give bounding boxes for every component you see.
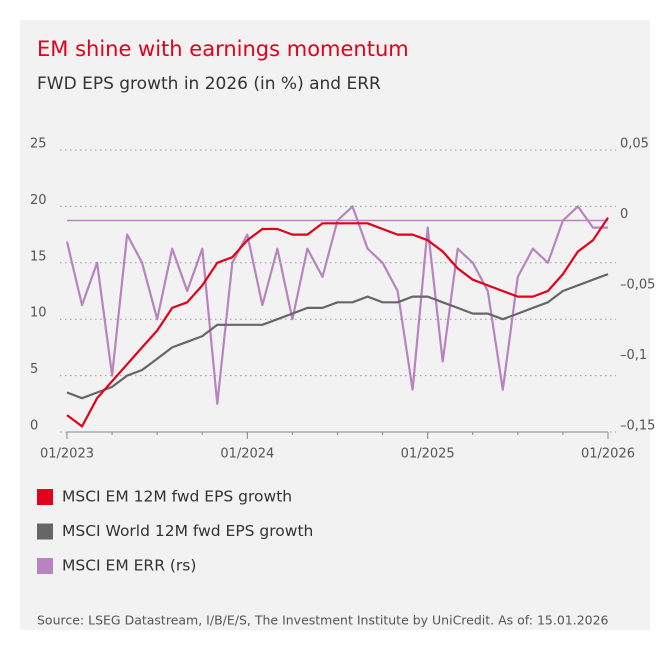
y-tick-label: 5 bbox=[30, 362, 38, 377]
legend-label: MSCI World 12M fwd EPS growth bbox=[62, 522, 313, 540]
chart-title: EM shine with earnings momentum bbox=[37, 37, 409, 61]
y-tick-label: 25 bbox=[30, 137, 47, 152]
x-tick-label: 01/2024 bbox=[220, 447, 274, 462]
series-line bbox=[66, 217, 609, 428]
y-tick-label: 15 bbox=[30, 249, 47, 264]
y2-tick-label: –0,05 bbox=[620, 278, 655, 293]
y-tick-label: 20 bbox=[30, 193, 47, 208]
y2-tick-label: 0,05 bbox=[620, 137, 649, 152]
legend-swatch bbox=[37, 523, 53, 540]
legend-swatch bbox=[37, 558, 53, 574]
y-tick-label: 10 bbox=[30, 306, 47, 321]
chart-subtitle: FWD EPS growth in 2026 (in %) and ERR bbox=[37, 74, 381, 94]
y-tick-label: 0 bbox=[30, 419, 38, 434]
legend-label: MSCI EM 12M fwd EPS growth bbox=[62, 488, 292, 506]
x-tick-label: 01/2026 bbox=[581, 447, 635, 462]
y2-tick-label: –0,1 bbox=[620, 348, 647, 363]
x-tick-label: 01/2025 bbox=[401, 447, 455, 462]
y2-tick-label: 0 bbox=[620, 207, 628, 222]
y2-tick-label: –0,15 bbox=[620, 419, 655, 434]
legend-label: MSCI EM ERR (rs) bbox=[62, 557, 196, 575]
x-tick-label: 01/2023 bbox=[40, 447, 94, 462]
legend-swatch bbox=[37, 489, 53, 505]
series-line bbox=[65, 205, 608, 405]
source: Source: LSEG Datastream, I/B/E/S, The In… bbox=[37, 613, 609, 628]
background bbox=[20, 20, 650, 630]
series-line bbox=[66, 273, 609, 400]
